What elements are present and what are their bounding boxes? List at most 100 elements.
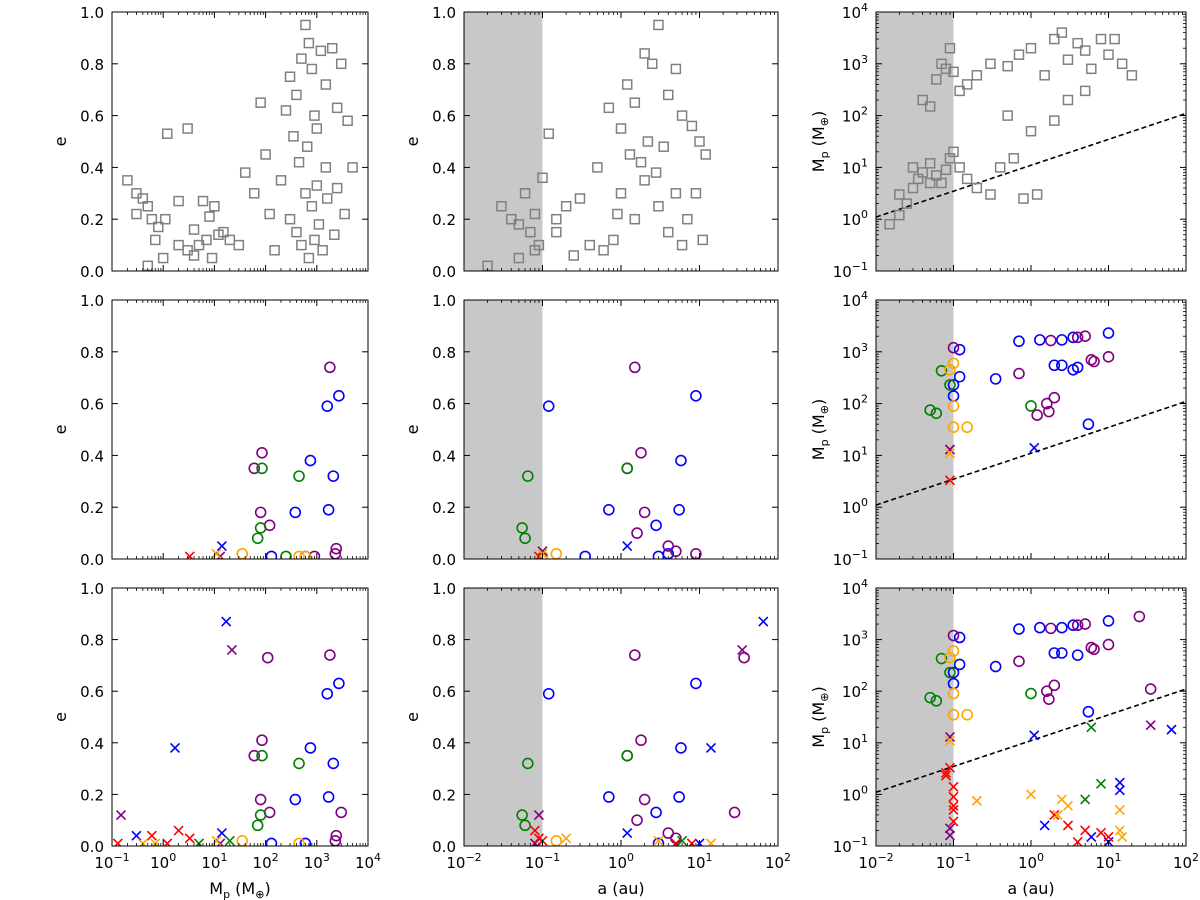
panel-ecc-vs-sma-sim1: 0.0 0.2 0.4 0.6 0.8 1.0 e (403, 292, 779, 569)
shaded-region (464, 588, 543, 846)
sim-point-purple-circle (1079, 618, 1091, 630)
sim-point-green-circle (256, 462, 268, 475)
sim-point-blue-cross (216, 828, 227, 839)
x-tick-label-base: 10 (253, 854, 272, 872)
shaded-region (876, 588, 954, 846)
observed-point (248, 188, 260, 199)
observed-point (694, 136, 705, 147)
observed-point (320, 162, 332, 173)
y-tick-label: 103 (842, 53, 868, 74)
sim-point-purple-cross (1145, 720, 1156, 731)
y-tick-label-base: 10 (842, 580, 861, 598)
observed-point (1079, 45, 1091, 56)
sim-point-purple-circle (248, 462, 261, 475)
sim-point-blue-circle (322, 791, 335, 803)
plot-area (482, 19, 711, 271)
observed-point (513, 252, 525, 264)
x-tick-label: 100 (150, 851, 176, 872)
sim-point-purple-circle (1043, 405, 1055, 418)
observed-point (624, 149, 636, 160)
observed-point (315, 45, 327, 57)
x-tick-label-base: 10 (686, 854, 705, 872)
observed-point (642, 136, 654, 147)
sim-point-purple-circle (728, 806, 741, 819)
observed-point (213, 229, 224, 240)
sim-point-purple-circle (248, 749, 261, 762)
plot-area (184, 361, 345, 559)
y-tick-label-base: 10 (842, 786, 861, 804)
sim-point-purple-circle (1071, 331, 1084, 344)
y-axis-label-close: ) (809, 111, 828, 117)
observed-point (303, 37, 315, 49)
sim-point-green-cross (677, 835, 688, 846)
y-tick-label: 100 (842, 208, 868, 229)
sim-point-purple-circle (1102, 351, 1115, 363)
y-axis-label-unit: (M (809, 126, 828, 151)
y-tick-label: 1.0 (432, 580, 456, 598)
sim-point-purple-cross (944, 444, 956, 455)
y-tick-label: 102 (842, 393, 868, 414)
y-tick-label-exponent: 1 (861, 156, 868, 169)
sim-point-blue-circle (989, 373, 1002, 385)
sim-point-green-circle (254, 522, 267, 534)
y-tick-label: 0.6 (432, 108, 456, 126)
x-tick-label: 101 (1095, 851, 1121, 872)
x-tick-label-exponent: 1 (220, 851, 227, 864)
dashed-line (876, 400, 1186, 506)
shaded-region (876, 12, 954, 271)
sim-point-green-circle (293, 470, 305, 482)
sim-point-purple-circle (308, 550, 321, 559)
sim-point-red-cross (1080, 825, 1091, 836)
sim-point-green-circle (621, 749, 634, 762)
x-tick-label-exponent: 2 (784, 851, 791, 864)
observed-point (940, 63, 952, 75)
sim-point-purple-circle (254, 793, 267, 806)
sim-point-purple-circle (947, 629, 960, 642)
sim-point-purple-circle (1044, 622, 1057, 635)
sim-point-blue-cross (622, 828, 633, 839)
y-tick-label-exponent: 0 (861, 208, 868, 221)
sim-point-red-cross (1095, 827, 1107, 838)
observed-point (615, 188, 627, 199)
sim-point-purple-cross (115, 809, 127, 821)
sim-point-purple-circle (1043, 693, 1055, 705)
plot-area (876, 27, 1186, 230)
observed-point (1062, 54, 1074, 65)
x-tick-label-base: 10 (525, 854, 544, 872)
sim-point-red-cross (1072, 836, 1083, 846)
observed-point (182, 123, 193, 134)
sim-point-blue-circle (953, 658, 966, 671)
y-tick-label: 104 (842, 1, 868, 22)
x-tick-label: 10−1 (94, 851, 129, 872)
sim-point-blue-cross (1029, 730, 1040, 741)
sim-point-green-circle (293, 757, 305, 770)
observed-point (971, 70, 983, 81)
sim-point-red-cross (948, 781, 959, 792)
x-tick-label-exponent: −1 (113, 851, 129, 864)
x-tick-label-exponent: −1 (955, 851, 971, 864)
sim-point-blue-circle (265, 550, 278, 559)
observed-point (331, 182, 343, 194)
sim-point-blue-circle (542, 687, 555, 700)
observed-point (646, 58, 658, 70)
y-tick-label-base: 10 (842, 108, 861, 126)
sim-point-green-circle (1025, 400, 1037, 412)
sim-point-blue-cross (1029, 442, 1040, 453)
observed-point (1025, 125, 1037, 137)
y-tick-label: 1.0 (432, 4, 456, 22)
sim-point-orange-circle (293, 837, 305, 846)
observed-point (615, 123, 627, 134)
sim-point-purple-circle (629, 361, 641, 374)
observed-point (1062, 94, 1074, 106)
sim-point-green-circle (944, 379, 956, 391)
observed-point (700, 149, 711, 160)
sim-point-red-cross (948, 800, 959, 811)
x-tick-label: 101 (201, 851, 227, 872)
sim-point-blue-circle (304, 742, 317, 754)
sim-point-blue-circle (673, 503, 685, 516)
x-tick-label: 10−1 (936, 851, 971, 872)
sim-point-blue-cross (221, 616, 232, 627)
observed-point (160, 213, 171, 225)
observed-point (621, 79, 633, 90)
sim-point-blue-circle (690, 677, 702, 690)
